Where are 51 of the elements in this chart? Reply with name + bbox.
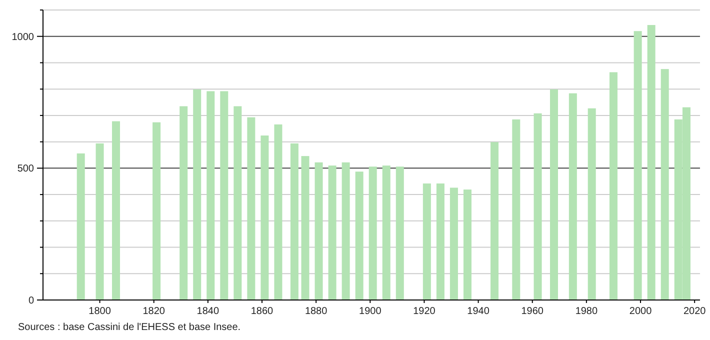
bar bbox=[355, 172, 364, 300]
x-tick-label: 1900 bbox=[359, 306, 382, 317]
bar bbox=[112, 121, 120, 300]
bar bbox=[220, 91, 228, 300]
bar bbox=[647, 25, 656, 300]
bar bbox=[422, 183, 431, 300]
x-tick-label: 1960 bbox=[521, 306, 544, 317]
bar bbox=[247, 117, 256, 300]
bar bbox=[382, 166, 390, 300]
bar bbox=[152, 122, 161, 300]
bar bbox=[512, 119, 520, 300]
bar bbox=[550, 89, 558, 300]
bar bbox=[328, 166, 336, 300]
x-tick-label: 1840 bbox=[196, 306, 220, 317]
bar bbox=[76, 153, 85, 300]
source-note: Sources : base Cassini de l'EHESS et base Insee. bbox=[18, 322, 241, 333]
y-tick-label: 1000 bbox=[12, 32, 34, 43]
x-tick-label: 1980 bbox=[575, 306, 598, 317]
bar bbox=[660, 69, 669, 300]
bar bbox=[634, 31, 642, 300]
bar bbox=[206, 91, 215, 300]
x-tick-label: 1940 bbox=[467, 306, 490, 317]
bar bbox=[450, 188, 458, 300]
bar bbox=[534, 113, 542, 300]
x-tick-label: 1880 bbox=[304, 306, 328, 317]
bar bbox=[463, 190, 472, 300]
bar bbox=[180, 106, 188, 300]
bar bbox=[193, 89, 202, 300]
bar bbox=[96, 143, 104, 300]
bar bbox=[568, 93, 577, 300]
x-tick-label: 1920 bbox=[413, 306, 436, 317]
bar bbox=[274, 124, 282, 300]
y-tick-label: 0 bbox=[28, 296, 34, 306]
x-tick-label: 1820 bbox=[142, 306, 166, 317]
bar bbox=[342, 162, 350, 300]
bar bbox=[588, 108, 596, 300]
y-tick-label: 500 bbox=[17, 164, 34, 175]
x-tick-label: 1800 bbox=[88, 306, 112, 317]
x-tick-label: 2020 bbox=[683, 306, 706, 317]
x-tick-label: 2000 bbox=[629, 306, 652, 317]
bar bbox=[396, 166, 404, 300]
bar bbox=[290, 143, 298, 300]
bar bbox=[301, 156, 310, 300]
bar bbox=[436, 183, 444, 300]
bar bbox=[490, 142, 499, 300]
bar bbox=[260, 135, 269, 300]
bar bbox=[314, 162, 323, 300]
bar bbox=[234, 106, 242, 300]
bar bbox=[368, 166, 377, 300]
bar bbox=[609, 72, 618, 300]
x-tick-label: 1860 bbox=[250, 306, 274, 317]
